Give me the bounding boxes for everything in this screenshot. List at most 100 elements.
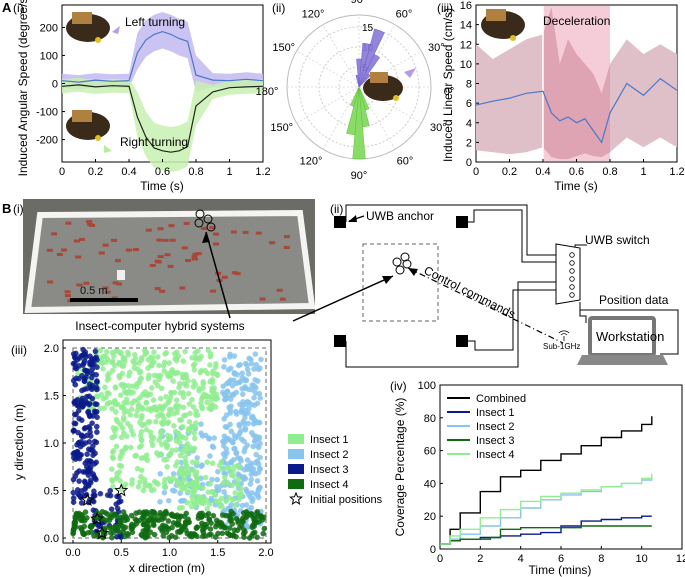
- insect-1-point: [164, 463, 170, 470]
- linear-speed-x-tick-label: 0.4: [535, 166, 550, 178]
- insect-1-point: [139, 422, 145, 429]
- caption-arrow-head-arena: [202, 232, 210, 243]
- insect-3-point: [70, 360, 77, 367]
- insect-3-point: [78, 500, 85, 506]
- insect-1-point: [184, 464, 190, 471]
- insect-1-point: [128, 428, 135, 434]
- insect-1-point: [200, 485, 206, 491]
- insect-1-point: [191, 367, 198, 373]
- insect-1-point: [192, 350, 198, 356]
- insect-1-point: [166, 360, 173, 366]
- insect-4-point: [212, 523, 219, 530]
- insect-1-point: [137, 479, 143, 486]
- insect-1-point: [200, 381, 206, 387]
- insect-4-point: [226, 525, 233, 531]
- insect-2-point: [216, 487, 222, 493]
- insect-1-point: [234, 481, 241, 487]
- insect-3-point: [88, 447, 94, 453]
- insect-3-point: [94, 429, 100, 435]
- insect-1-point: [163, 393, 169, 400]
- insect-3-point: [81, 378, 88, 385]
- insect-4-point: [203, 521, 210, 528]
- insect-4-point: [240, 515, 246, 521]
- insect-1-point: [192, 420, 199, 426]
- insect-4-point: [261, 525, 268, 532]
- insect-2-point: [247, 481, 254, 487]
- insect-1-point: [112, 384, 119, 391]
- insect-4-point: [254, 534, 261, 541]
- insect-2-point: [169, 487, 176, 494]
- left-turning-wedge: [358, 42, 371, 88]
- linear-speed-y-tick-label: 8: [466, 79, 472, 91]
- coverage-y-label: Coverage Percentage (%): [393, 398, 407, 537]
- insect-1-point: [130, 358, 136, 365]
- insect-2-point: [220, 383, 226, 390]
- legend-swatch: [288, 464, 304, 474]
- coverage-y-tick-label: 0: [430, 544, 436, 556]
- insect-4-point: [230, 532, 237, 538]
- insect-4-point: [145, 517, 152, 523]
- insect-2-point: [223, 396, 229, 402]
- linear-speed-y-tick-label: 10: [460, 59, 472, 71]
- insect-1-point: [177, 452, 184, 459]
- insect-4-point: [70, 527, 77, 533]
- insect-3-point: [83, 367, 89, 374]
- insect-3-point: [92, 348, 99, 355]
- insect-2-point: [251, 366, 257, 372]
- insect-1-point: [97, 405, 103, 412]
- legend-swatch: [288, 434, 304, 444]
- antenna-icon: [558, 330, 570, 341]
- insect-1-point: [137, 376, 143, 383]
- caption-arrow-to-diagram: [292, 275, 394, 322]
- arena-brick: [162, 238, 169, 242]
- insect-4-point: [99, 508, 106, 515]
- insect-1-point: [205, 489, 212, 496]
- arena-brick: [169, 238, 176, 242]
- insect-4-point: [173, 520, 180, 527]
- insect-1-point: [191, 500, 198, 507]
- insect-3-point: [113, 501, 119, 507]
- insect-1-point: [182, 443, 189, 450]
- angular-speed-x-ticks: 0 0.2 0.4 0.6 0.8 1 1.2: [59, 159, 271, 178]
- insect-2-point: [250, 495, 256, 502]
- insect-photo-left-turn: [66, 12, 120, 43]
- deceleration-window: [543, 6, 610, 161]
- insect-1-point: [110, 425, 117, 431]
- insect-1-point: [202, 474, 209, 481]
- insect-1-point: [209, 376, 216, 383]
- insect-1-point: [186, 427, 192, 434]
- coverage-y-tick-label: 60: [424, 446, 436, 458]
- insect-4-point: [107, 525, 113, 531]
- insect-2-point: [165, 497, 172, 504]
- polar-angle-label-lower: 90°: [351, 170, 368, 182]
- insect-4-point: [165, 518, 172, 524]
- insect-1-point: [100, 396, 107, 402]
- insect-2-point: [221, 416, 227, 422]
- trajectory-y-tick-label: 0.5: [44, 486, 59, 498]
- insect-2-point: [157, 498, 163, 505]
- insect-3-point: [94, 408, 100, 415]
- insect-1-point: [226, 494, 232, 501]
- insect-1-point: [210, 368, 216, 374]
- insect-1-point: [109, 478, 116, 484]
- insect-4-point: [128, 512, 135, 519]
- arena-brick: [114, 259, 121, 263]
- insect-1-point: [180, 358, 187, 364]
- trajectory-x-tick-label: 2.0: [258, 547, 273, 559]
- insect-3-point: [78, 452, 84, 458]
- insect-4-point: [138, 531, 145, 538]
- insect-1-point: [194, 478, 200, 485]
- insect-1-point: [199, 394, 206, 400]
- insect-1-point: [157, 395, 164, 402]
- insect-2-point: [253, 491, 259, 497]
- coverage-line-insect-4: [440, 473, 653, 545]
- insect-1-point: [140, 454, 147, 461]
- insect-1-point: [164, 370, 170, 377]
- insect-1-point: [213, 396, 219, 402]
- coverage-x-tick-label: 8: [598, 553, 604, 565]
- insect-3-point: [104, 492, 111, 498]
- insect-3-point: [70, 351, 77, 357]
- insect-2-point: [224, 388, 231, 395]
- insect-1-point: [185, 488, 191, 494]
- insect-2-point: [228, 428, 235, 435]
